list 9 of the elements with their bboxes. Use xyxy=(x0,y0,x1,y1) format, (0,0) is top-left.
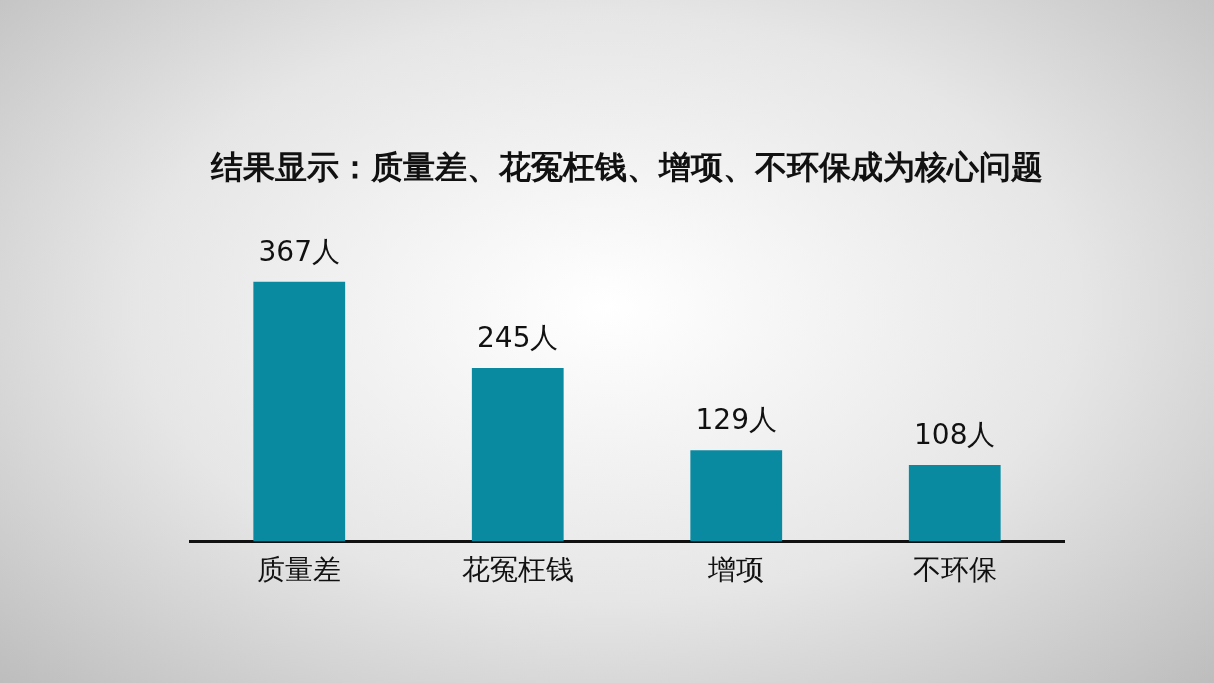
x-tick-label: 增项 xyxy=(707,553,765,587)
x-tick-label: 质量差 xyxy=(257,553,342,587)
data-label: 367人 xyxy=(258,235,340,269)
x-tick-label: 花冤枉钱 xyxy=(461,553,574,587)
data-label: 108人 xyxy=(914,418,996,452)
x-tick-label: 不环保 xyxy=(912,553,997,587)
chart-title: 结果显示：质量差、花冤枉钱、增项、不环保成为核心问题 xyxy=(210,147,1043,186)
data-label: 129人 xyxy=(695,403,777,437)
data-label: 245人 xyxy=(477,321,559,355)
